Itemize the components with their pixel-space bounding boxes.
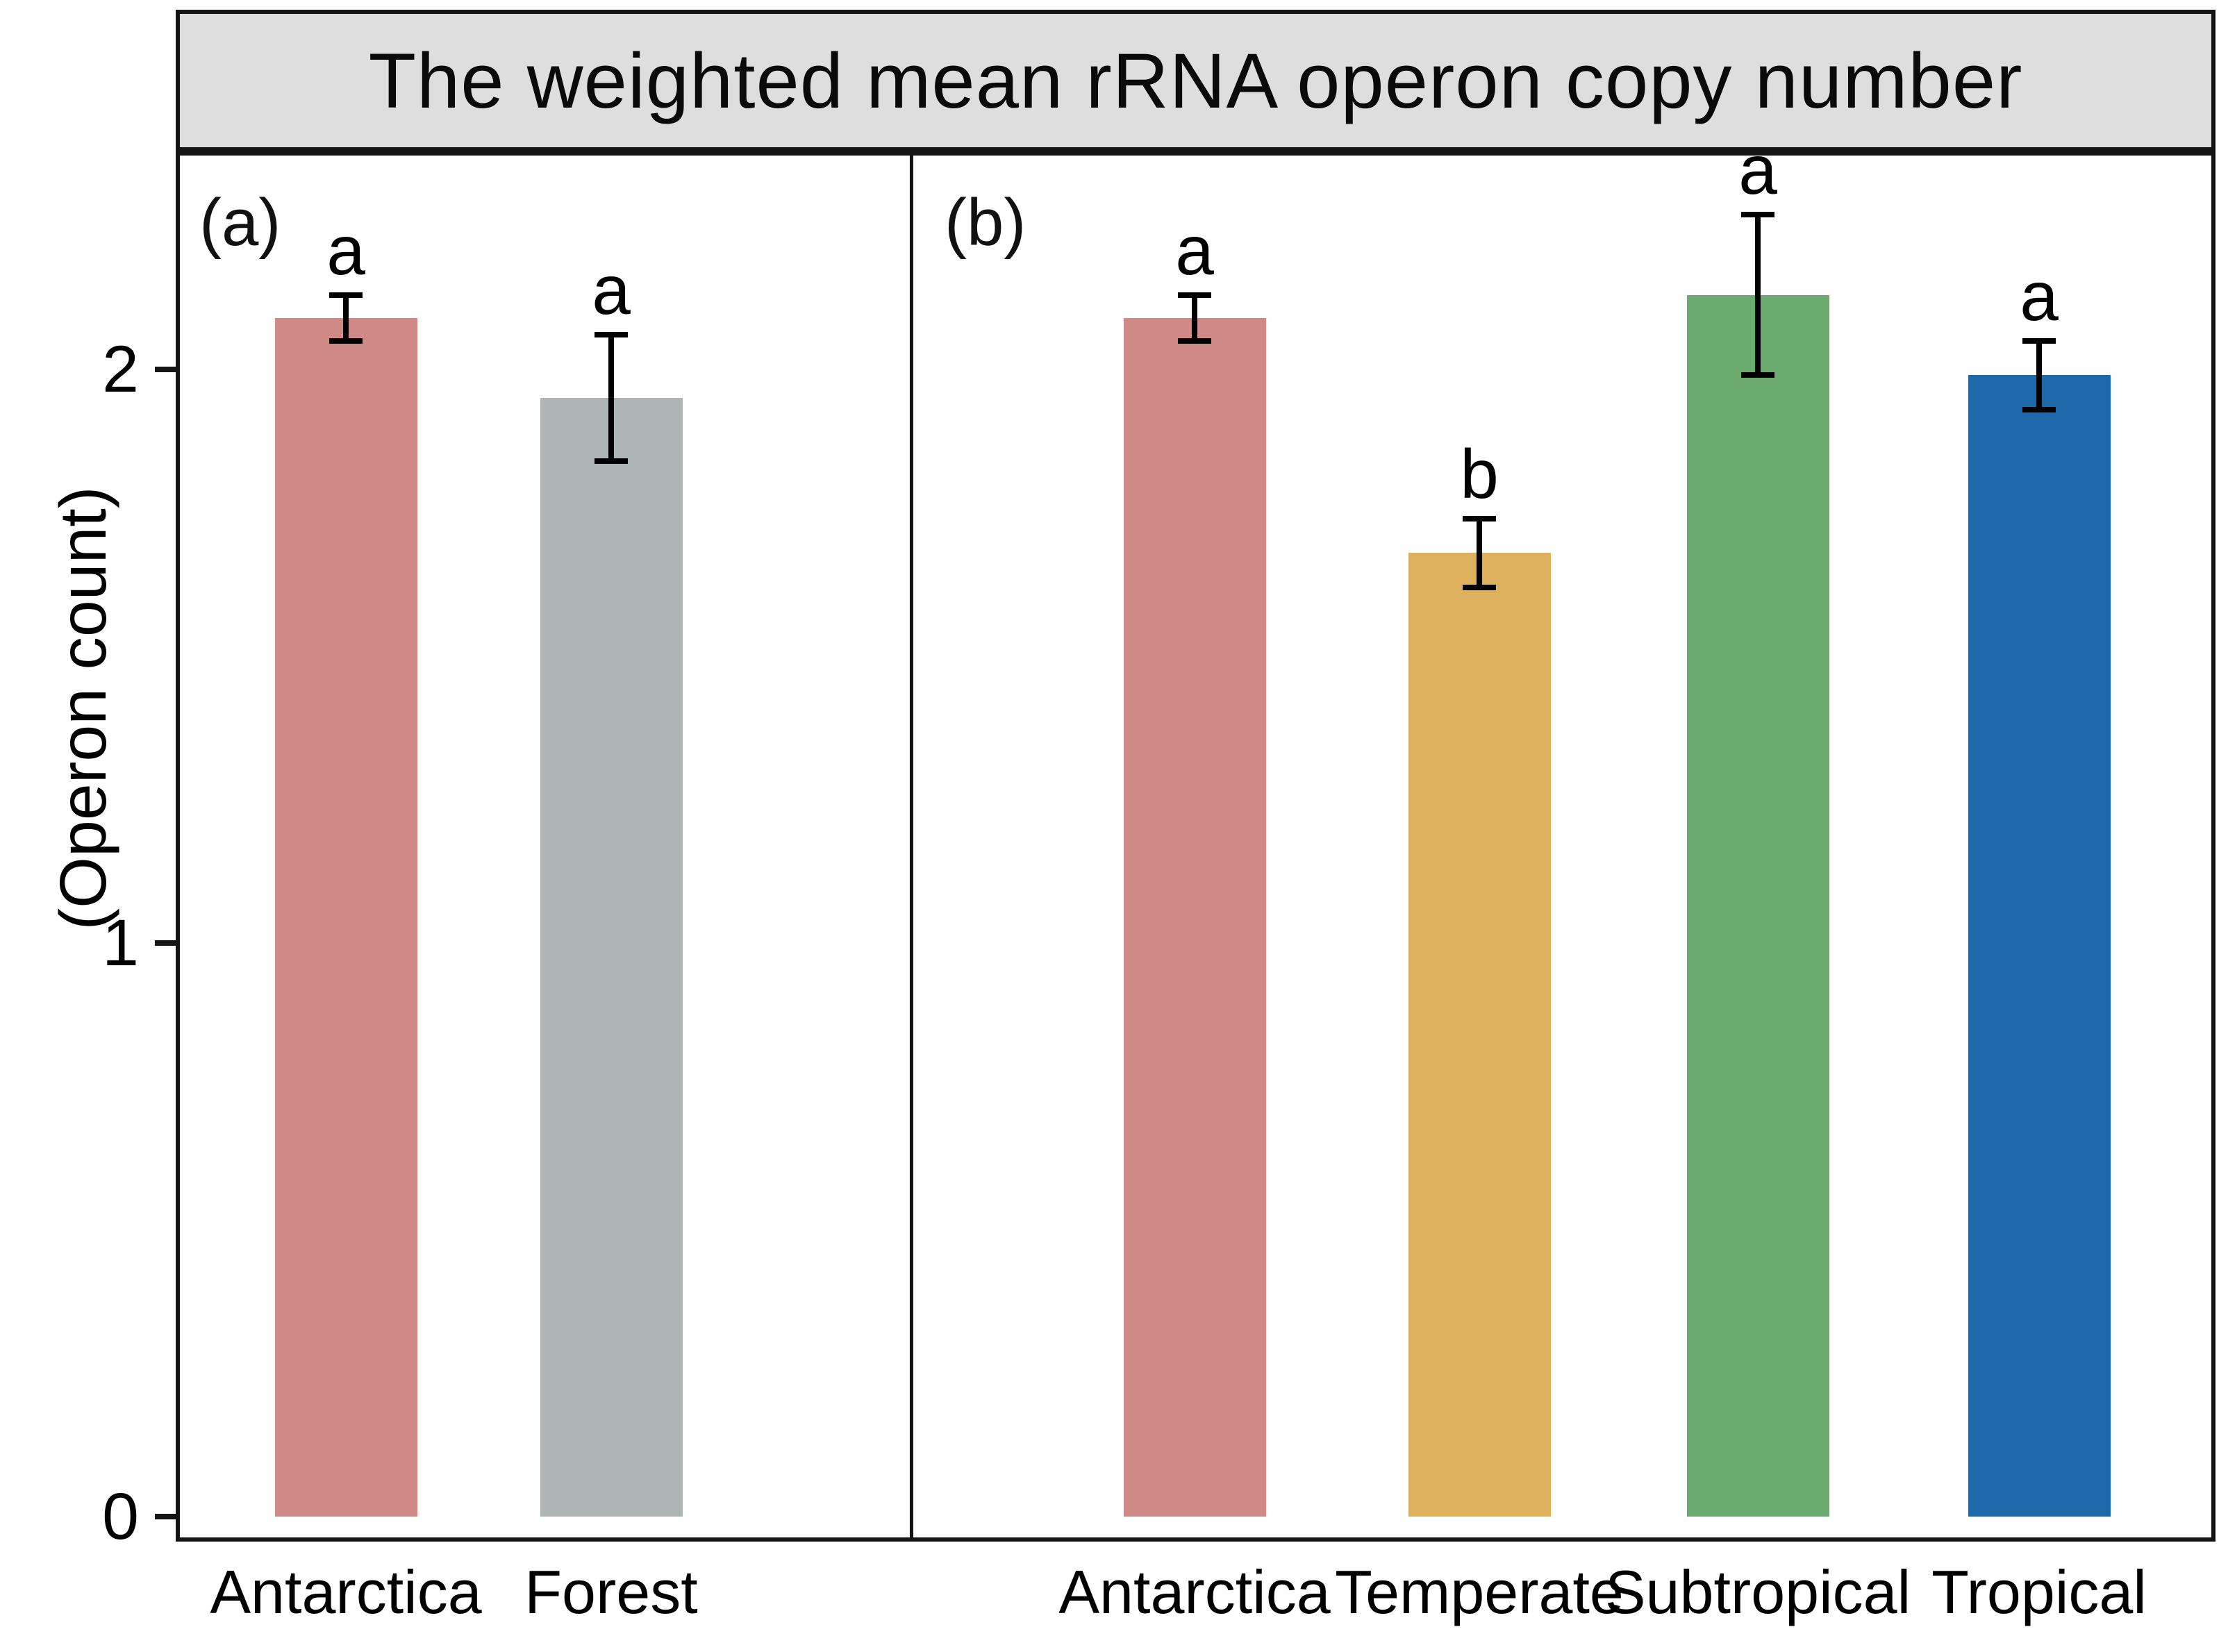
y-tick-mark	[155, 367, 177, 372]
chart-title: The weighted mean rRNA operon copy numbe…	[368, 37, 2023, 124]
panel-a-label: (a)	[199, 185, 281, 260]
error-bar-cap-top	[1741, 211, 1774, 217]
significance-letter: a	[2020, 257, 2059, 335]
significance-letter: a	[326, 211, 365, 290]
panel-b-label: (b)	[945, 185, 1026, 260]
chart-title-strip: The weighted mean rRNA operon copy numbe…	[176, 10, 2215, 151]
x-category-label: Subtropical	[1604, 1558, 1911, 1626]
x-category-label: Antarctica	[1058, 1558, 1331, 1626]
y-tick-label: 0	[102, 1479, 139, 1553]
x-category-label: Tropical	[1931, 1558, 2147, 1626]
y-tick-label: 1	[102, 906, 139, 980]
bar-temperate	[1408, 553, 1551, 1517]
x-category-label: Forest	[524, 1558, 698, 1626]
bar-antarctica	[1123, 317, 1266, 1517]
y-tick-label: 2	[102, 332, 139, 406]
significance-letter: a	[1175, 211, 1214, 290]
significance-letter: a	[592, 251, 631, 330]
y-tick-mark	[155, 940, 177, 946]
error-bar-cap-top	[1463, 515, 1496, 522]
significance-letter: b	[1460, 435, 1499, 513]
y-tick-mark	[155, 1514, 177, 1519]
bar-tropical	[1968, 375, 2111, 1517]
x-category-label: Temperate	[1335, 1558, 1624, 1626]
error-bar-cap-top	[1178, 292, 1211, 298]
bar-antarctica	[274, 317, 417, 1517]
error-bar-line	[2036, 340, 2042, 410]
error-bar-cap-bottom	[2022, 406, 2056, 412]
panel-divider	[910, 156, 913, 1537]
bar-forest	[540, 398, 683, 1517]
error-bar-cap-top	[595, 332, 628, 338]
error-bar-cap-top	[2022, 337, 2056, 344]
error-bar-cap-bottom	[595, 458, 628, 465]
x-category-label: Antarctica	[210, 1558, 482, 1626]
error-bar-cap-bottom	[1463, 584, 1496, 590]
error-bar-line	[343, 294, 349, 341]
error-bar-line	[1755, 214, 1761, 376]
error-bar-cap-bottom	[1178, 337, 1211, 344]
error-bar-cap-bottom	[1741, 372, 1774, 378]
significance-letter: a	[1738, 131, 1777, 209]
error-bar-cap-bottom	[329, 337, 363, 344]
bar-subtropical	[1686, 294, 1829, 1517]
error-bar-line	[1477, 518, 1482, 587]
error-bar-line	[608, 335, 614, 462]
error-bar-line	[1192, 294, 1197, 341]
error-bar-cap-top	[329, 292, 363, 298]
